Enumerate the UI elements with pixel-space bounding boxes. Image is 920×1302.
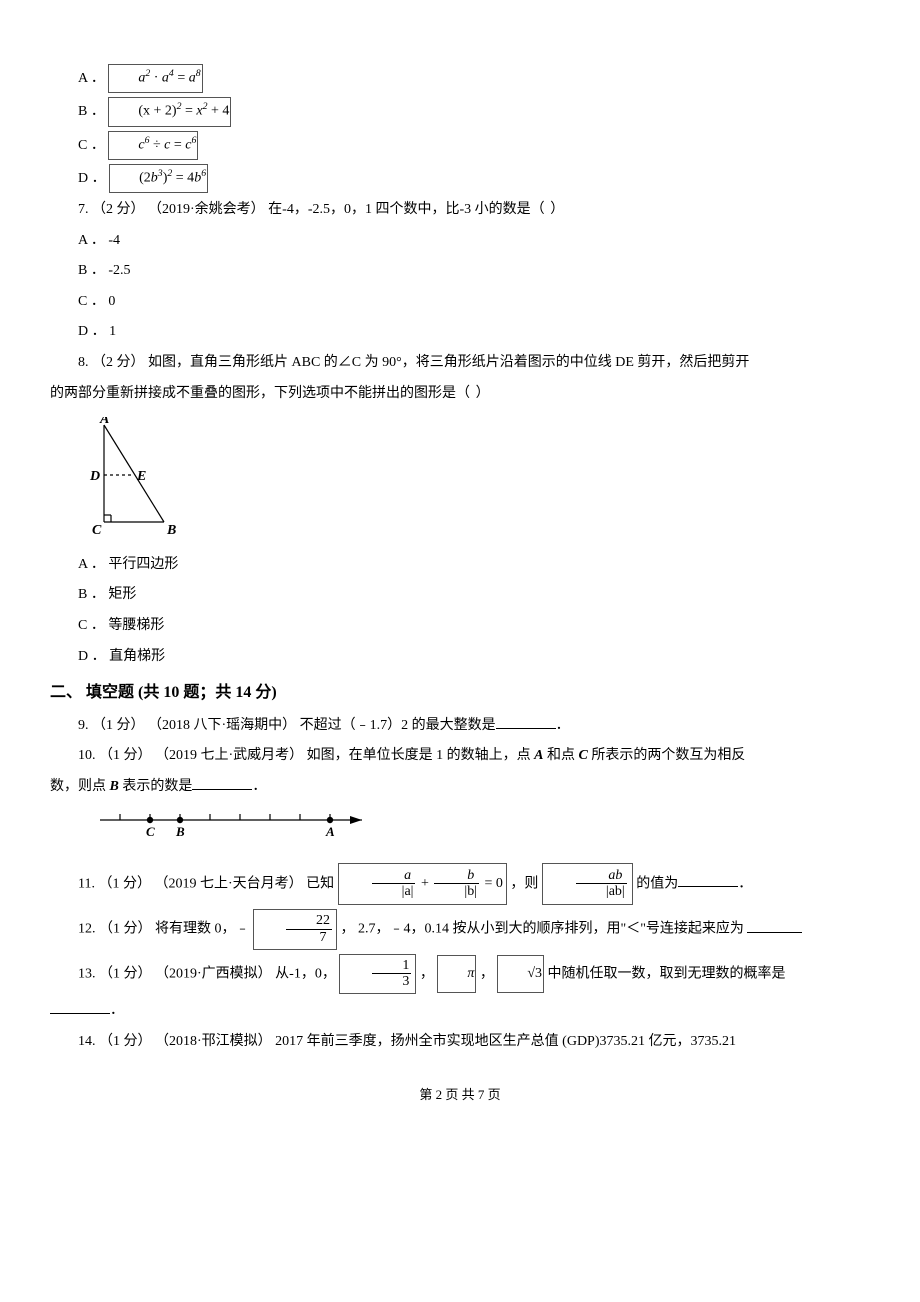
q6-b-label: B ．: [78, 104, 105, 119]
triangle-figure: A D E C B: [78, 417, 870, 548]
q6-option-c: C ． c6 ÷ c = c6: [50, 131, 870, 160]
q11-end: ．: [738, 876, 752, 891]
q10-label-C: C: [579, 748, 588, 763]
svg-text:A: A: [99, 417, 109, 427]
q7-option-c: C ． 0: [50, 289, 870, 316]
q8-text2: 的两部分重新拼接成不重叠的图形，下列选项中不能拼出的图形是（: [50, 386, 470, 401]
q9-prefix: 9. （1 分）: [78, 718, 145, 733]
q12-text2: ， 2.7，﹣4，0.14 按从小到大的顺序排列，用"＜"号连接起来应为: [341, 922, 748, 937]
q8-option-b: B ． 矩形: [50, 582, 870, 609]
q6-option-d: D ． (2(2bb3)2 = 4b6: [50, 164, 870, 193]
q10-text4post: 表示的数是: [119, 779, 193, 794]
q13-blank: [50, 1000, 110, 1014]
numberline-figure: CBA: [92, 806, 870, 853]
q11-formula1: a|a| + b|b| = 0: [338, 863, 507, 905]
q6-a-formula: a2 · a4 = a8: [108, 64, 202, 93]
q9-text: 不超过（﹣1.7）2 的最大整数是: [300, 718, 496, 733]
svg-text:A: A: [325, 824, 335, 839]
triangle-svg: A D E C B: [78, 417, 178, 537]
q10-blank: [192, 776, 252, 790]
q13-pi: π: [437, 955, 476, 993]
q7-prefix: 7. （2 分）: [78, 202, 145, 217]
q10-text2: 和点: [544, 748, 579, 763]
q8-stem-line1: 8. （2 分） 如图，直角三角形纸片 ABC 的∠C 为 90°，将三角形纸片…: [50, 350, 870, 377]
q12-stem: 12. （1 分） 将有理数 0，﹣ 227 ， 2.7，﹣4，0.14 按从小…: [50, 909, 870, 949]
q9-stem: 9. （1 分） （2018 八下·瑶海期中） 不超过（﹣1.7）2 的最大整数…: [50, 713, 870, 740]
q6-b-formula: (x + 2)2 = x2 + 4: [108, 97, 231, 126]
q11-text1: 已知: [306, 876, 338, 891]
q10-text1: 如图，在单位长度是 1 的数轴上，点: [307, 748, 535, 763]
q12-prefix: 12. （1 分）: [78, 922, 152, 937]
q13-source: （2019·广西模拟）: [155, 966, 272, 981]
numberline-svg: CBA: [92, 806, 372, 842]
svg-text:D: D: [89, 469, 100, 484]
q13-end: ．: [110, 1003, 124, 1018]
q10-stem-line1: 10. （1 分） （2019 七上·武威月考） 如图，在单位长度是 1 的数轴…: [50, 743, 870, 770]
q7-option-a: A ． -4: [50, 228, 870, 255]
page-footer: 第 2 页 共 7 页: [50, 1083, 870, 1108]
q7-end: ）: [550, 202, 564, 217]
q9-end: ．: [556, 718, 570, 733]
q13-stem-blank: ．: [50, 998, 870, 1025]
q12-fraction: 227: [253, 909, 337, 949]
q8-option-d: D ． 直角梯形: [50, 644, 870, 671]
q7-source: （2019·余姚会考）: [148, 202, 265, 217]
section2-title: 二、 填空题 (共 10 题；共 14 分): [50, 678, 870, 708]
q6-c-label: C ．: [78, 137, 105, 152]
q10-label-B: B: [110, 779, 119, 794]
q10-end: ．: [252, 779, 266, 794]
q10-label-A: A: [534, 748, 543, 763]
q8-end: ）: [476, 386, 490, 401]
q14-source: （2018·邗江模拟）: [155, 1034, 272, 1049]
q11-source: （2019 七上·天台月考）: [154, 876, 302, 891]
q13-text1: 从-1，0，: [275, 966, 339, 981]
q13-sqrt3: √3: [497, 955, 544, 993]
q8-prefix: 8. （2 分）: [78, 355, 145, 370]
q13-fraction: 13: [339, 954, 416, 994]
q7-option-d: D ． 1: [50, 319, 870, 346]
q11-blank: [678, 873, 738, 887]
q13-text3: ，: [480, 966, 498, 981]
q8-stem-line2: 的两部分重新拼接成不重叠的图形，下列选项中不能拼出的图形是（ ）: [50, 381, 870, 408]
q7-text: 在-4，-2.5，0，1 四个数中，比-3 小的数是（: [268, 202, 545, 217]
q11-formula2: ab|ab|: [542, 863, 633, 905]
q10-prefix: 10. （1 分）: [78, 748, 152, 763]
q14-prefix: 14. （1 分）: [78, 1034, 152, 1049]
q8-option-a: A ． 平行四边形: [50, 552, 870, 579]
q13-text2: ，: [420, 966, 438, 981]
q13-text4: 中随机任取一数，取到无理数的概率是: [548, 966, 786, 981]
q7-option-b: B ． -2.5: [50, 258, 870, 285]
svg-text:C: C: [92, 523, 102, 537]
q10-stem-line2: 数，则点 B 表示的数是 ．: [50, 774, 870, 801]
q6-option-b: B ． (x + 2)2 = x2 + 4: [50, 97, 870, 126]
q6-a-label: A ．: [78, 71, 105, 86]
q11-prefix: 11. （1 分）: [78, 876, 151, 891]
svg-text:C: C: [146, 824, 155, 839]
q12-text1: 将有理数 0，﹣: [155, 922, 250, 937]
q9-source: （2018 八下·瑶海期中）: [148, 718, 296, 733]
q10-text3: 所表示的两个数互为相反: [588, 748, 746, 763]
q6-d-formula: (2(2bb3)2 = 4b6: [109, 164, 208, 193]
q10-source: （2019 七上·武威月考）: [155, 748, 303, 763]
q8-option-c: C ． 等腰梯形: [50, 613, 870, 640]
q11-text2: ，则: [510, 876, 542, 891]
q11-text3: 的值为: [636, 876, 678, 891]
q12-blank: [747, 919, 802, 933]
svg-text:E: E: [136, 469, 146, 484]
q9-blank: [496, 715, 556, 729]
q14-text: 2017 年前三季度，扬州全市实现地区生产总值 (GDP)3735.21 亿元，…: [275, 1034, 736, 1049]
svg-text:B: B: [175, 824, 185, 839]
q6-c-formula: c6 ÷ c = c6: [108, 131, 198, 160]
q8-text1: 如图，直角三角形纸片 ABC 的∠C 为 90°，将三角形纸片沿着图示的中位线 …: [148, 355, 749, 370]
q14-stem: 14. （1 分） （2018·邗江模拟） 2017 年前三季度，扬州全市实现地…: [50, 1029, 870, 1056]
svg-text:B: B: [166, 523, 176, 537]
q6-option-a: A ． a2 · a4 = a8: [50, 64, 870, 93]
q13-prefix: 13. （1 分）: [78, 966, 152, 981]
q11-stem: 11. （1 分） （2019 七上·天台月考） 已知 a|a| + b|b| …: [50, 863, 870, 905]
q7-stem: 7. （2 分） （2019·余姚会考） 在-4，-2.5，0，1 四个数中，比…: [50, 197, 870, 224]
q6-d-label: D ．: [78, 171, 106, 186]
q13-stem: 13. （1 分） （2019·广西模拟） 从-1，0， 13 ， π ， √3…: [50, 954, 870, 994]
q10-text4pre: 数，则点: [50, 779, 110, 794]
